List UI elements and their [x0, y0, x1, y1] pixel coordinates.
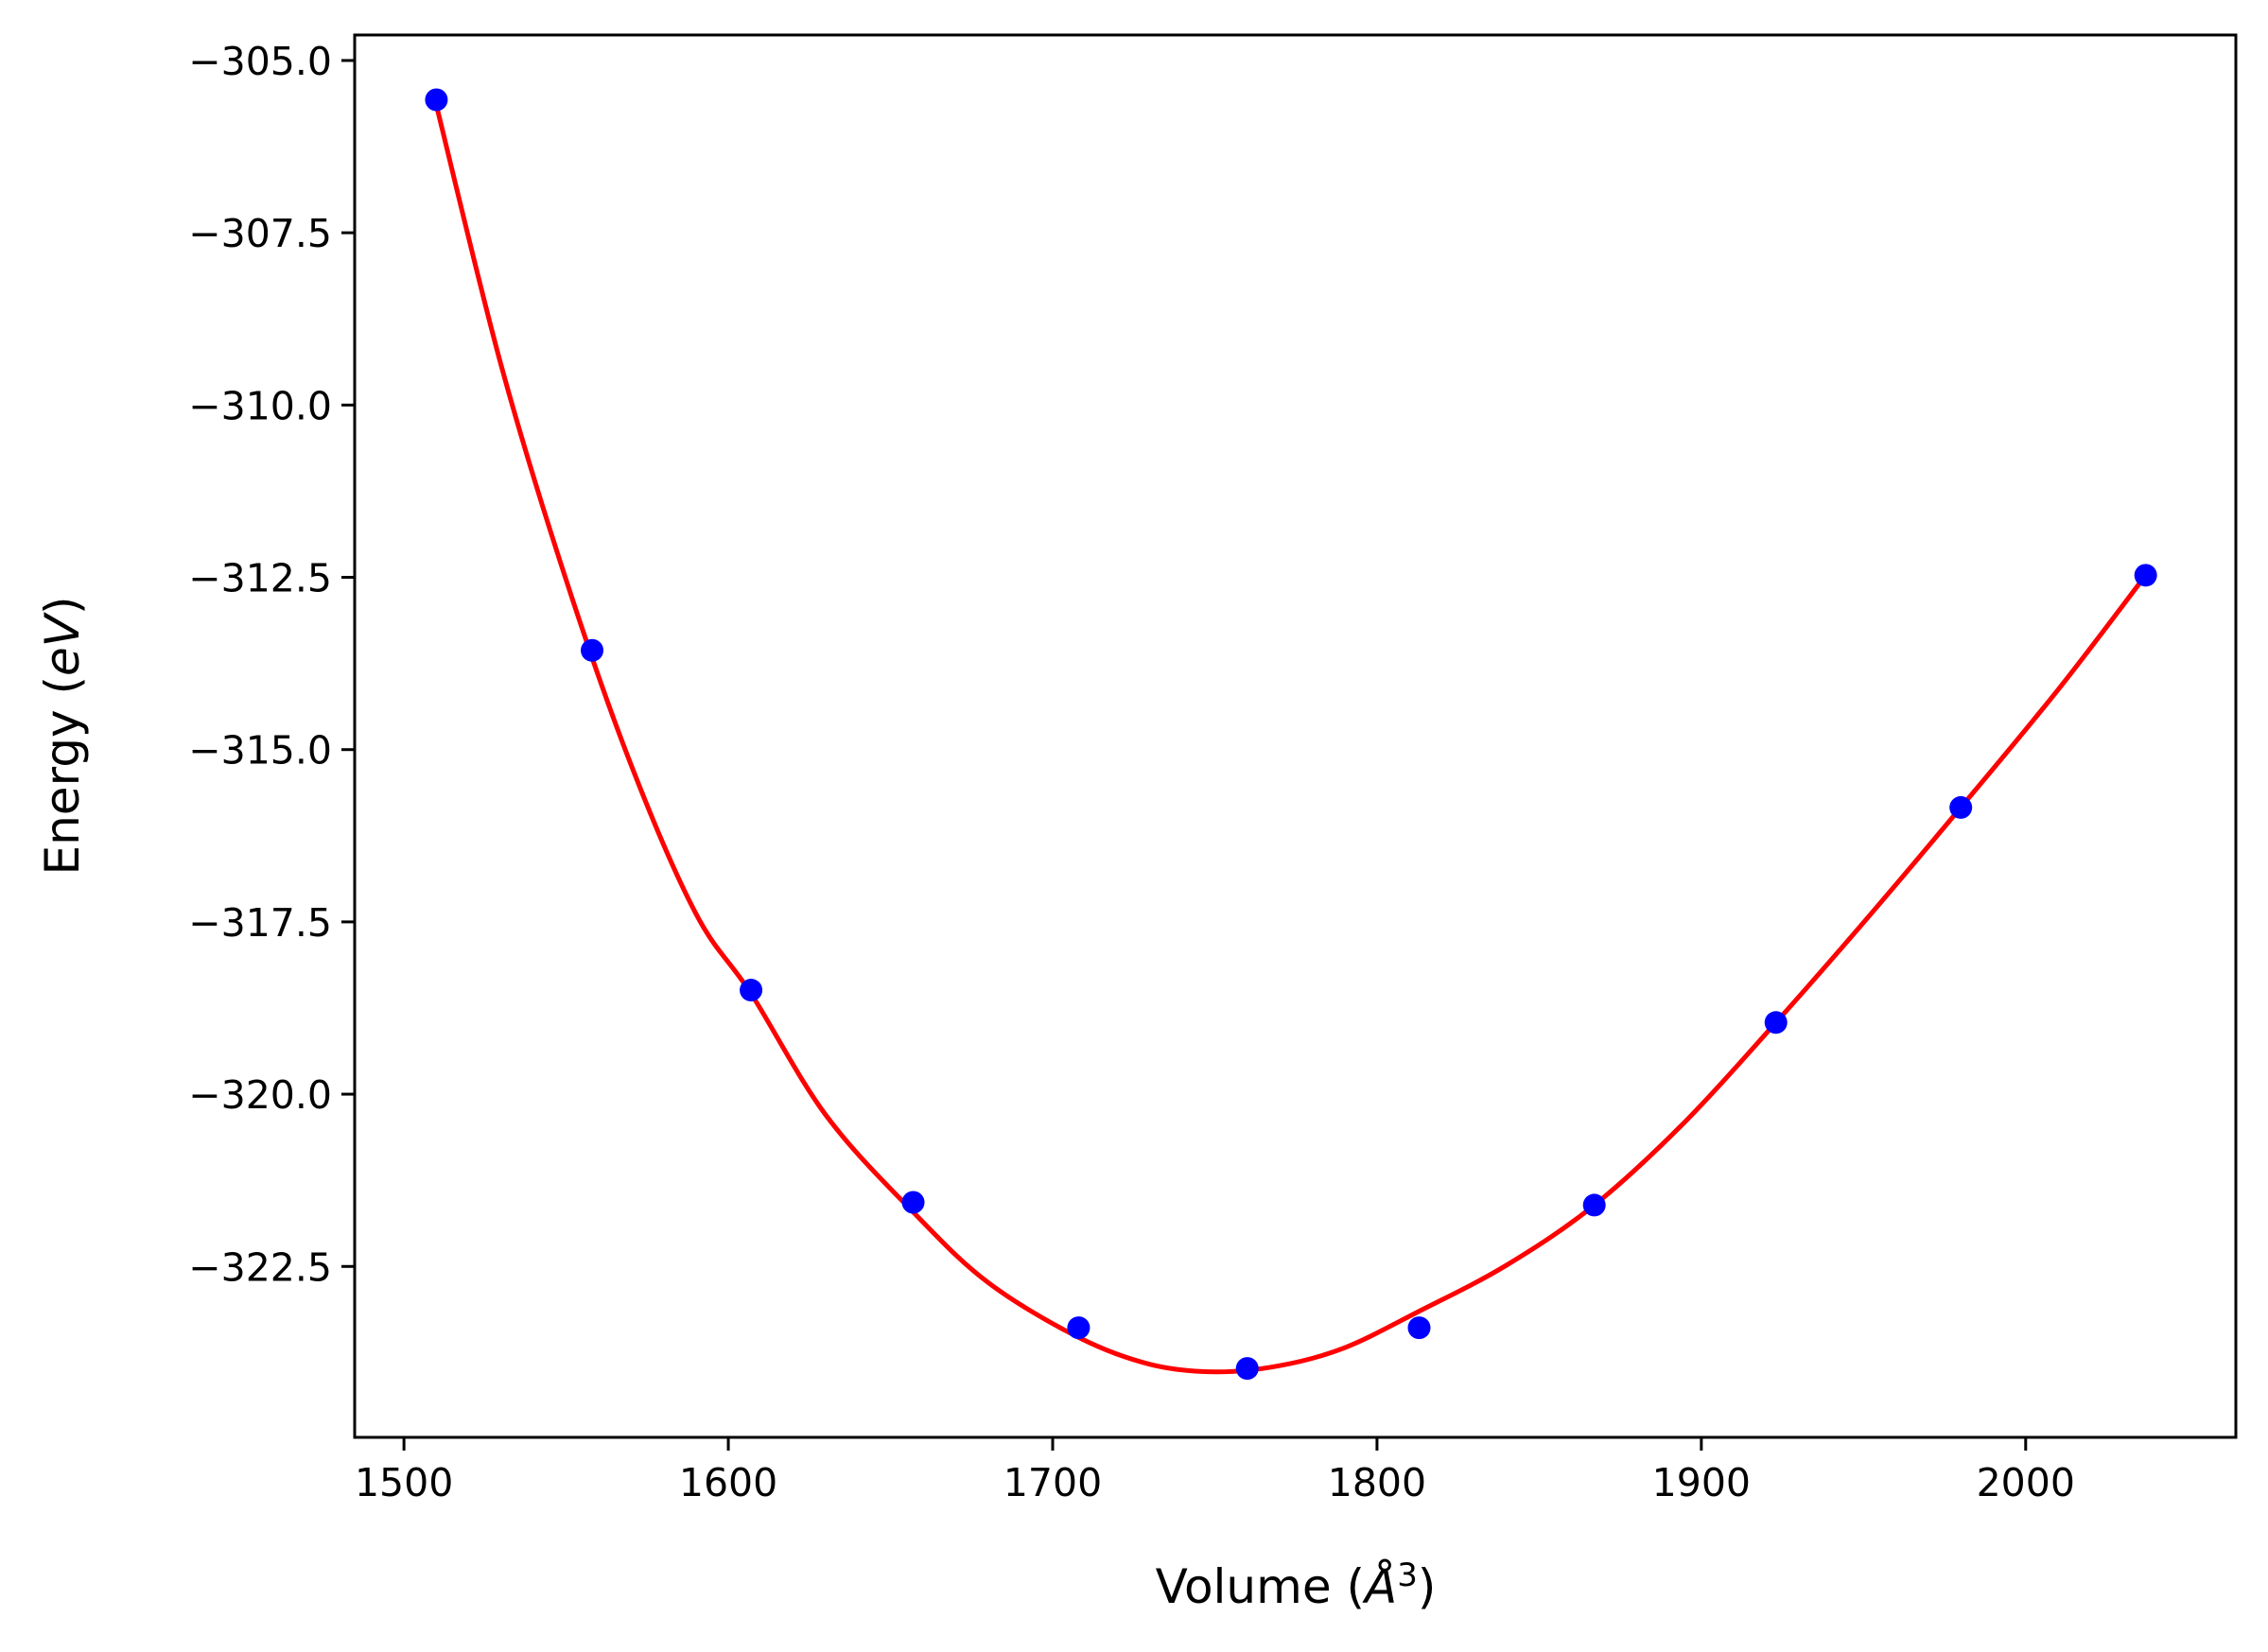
y-tick-label: −305.0 — [188, 39, 332, 84]
data-point — [740, 979, 763, 1002]
y-tick-label: −312.5 — [188, 556, 332, 601]
y-tick-label: −322.5 — [188, 1244, 332, 1290]
tick-layer: 1500 1600 1700 1800 1900 2000 −305.0 −307.5 −310… — [188, 39, 2075, 1505]
fit-curve-line — [433, 104, 2148, 1375]
x-tick-label: 1500 — [355, 1460, 453, 1505]
y-tick-label: −320.0 — [188, 1072, 332, 1118]
data-point — [2134, 564, 2157, 587]
data-point — [425, 88, 448, 112]
data-point — [901, 1191, 925, 1214]
plot-frame — [353, 33, 2238, 1439]
x-axis-title: Volume (Å3) — [1156, 1556, 1437, 1614]
y-tick-label: −315.0 — [188, 728, 332, 774]
y-tick-label: −307.5 — [188, 211, 332, 256]
data-point — [1235, 1357, 1259, 1381]
plot-area-background — [355, 35, 2236, 1437]
x-tick-label: 1700 — [1003, 1460, 1102, 1505]
x-tick-label: 2000 — [1977, 1460, 2075, 1505]
data-point — [1949, 795, 1973, 819]
x-tick-label: 1600 — [679, 1460, 777, 1505]
y-tick-label: −310.0 — [188, 383, 332, 428]
x-tick-label: 1900 — [1652, 1460, 1751, 1505]
data-point — [581, 638, 604, 662]
data-point — [1067, 1316, 1090, 1340]
y-tick-label: −317.5 — [188, 900, 332, 946]
y-axis-title: Energy (eV) — [35, 597, 90, 876]
data-point — [1407, 1316, 1431, 1340]
data-point — [1582, 1193, 1606, 1217]
data-point — [1764, 1011, 1788, 1035]
data-points — [425, 88, 2157, 1381]
x-tick-label: 1800 — [1328, 1460, 1426, 1505]
